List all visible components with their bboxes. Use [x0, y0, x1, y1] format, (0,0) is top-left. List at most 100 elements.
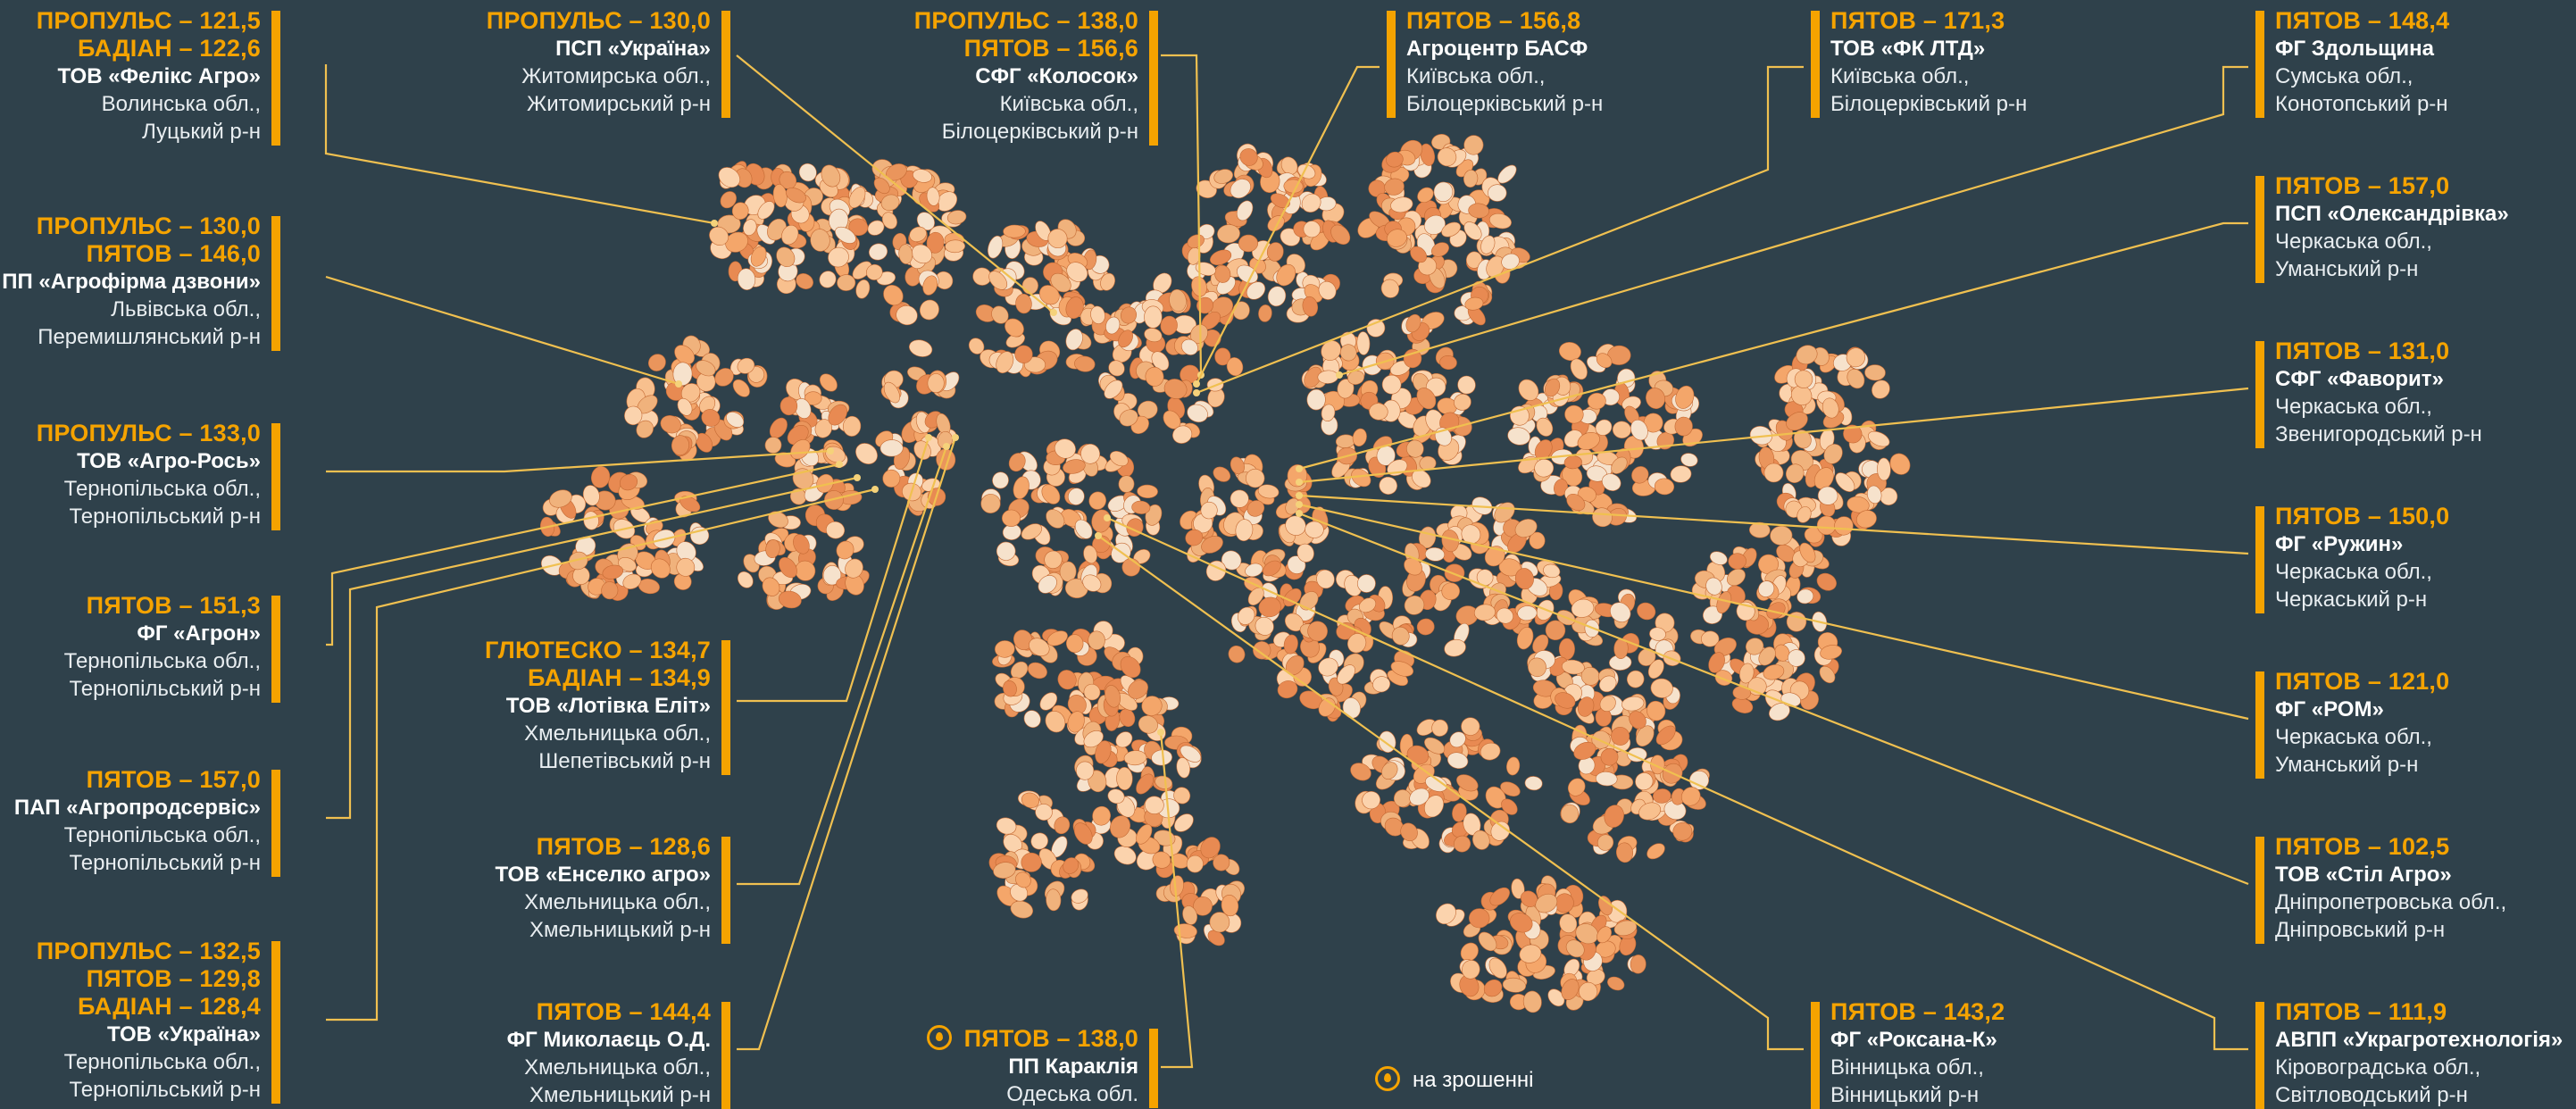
- yield-card: ПЯТОВ – 156,8 Агроцентр БАСФ Київська обл.…: [1387, 7, 1603, 118]
- corn-kernel: [804, 391, 822, 405]
- corn-kernel: [945, 239, 965, 254]
- corn-kernel: [769, 417, 788, 438]
- accent-bar: [721, 640, 730, 775]
- corn-kernel: [1864, 364, 1886, 381]
- yield-card: ПЯТОВ – 111,9 АВПП «Украгротехнологія» Кір…: [2255, 998, 2563, 1109]
- corn-kernels: [540, 134, 1911, 1013]
- yield-text: БАДІАН – 122,6: [78, 35, 261, 62]
- corn-kernel: [988, 235, 1004, 259]
- corn-kernel: [1626, 670, 1645, 688]
- corn-kernel: [737, 268, 756, 290]
- corn-kernel: [1423, 214, 1446, 235]
- corn-kernel: [1075, 761, 1095, 780]
- location-line: Тернопільський р-н: [69, 851, 261, 875]
- corn-kernel: [896, 305, 918, 326]
- corn-kernel: [1646, 843, 1665, 860]
- corn-kernel: [873, 177, 890, 195]
- corn-kernel: [883, 381, 900, 404]
- yield-card: ПРОПУЛЬС – 130,0 ПЯТОВ – 146,0 ПП «Агрофір…: [2, 213, 280, 351]
- location-dot: [871, 486, 879, 493]
- farm-name: Агроцентр БАСФ: [1406, 37, 1588, 61]
- corn-kernel: [1351, 468, 1371, 488]
- corn-kernel: [1464, 296, 1484, 311]
- location-line: Волинська обл.,: [101, 92, 261, 116]
- location-line: Білоцерківський р-н: [1830, 92, 2028, 116]
- corn-kernel: [1047, 229, 1068, 249]
- corn-kernel: [1558, 638, 1575, 661]
- yield-value: ПЯТОВ – 121,0: [2275, 668, 2449, 696]
- corn-kernel: [743, 219, 757, 236]
- corn-kernel: [1213, 466, 1231, 482]
- location-line: Київська обл.,: [1830, 64, 1970, 88]
- yield-value: ПЯТОВ – 129,8: [37, 965, 261, 993]
- location-dot: [1336, 371, 1343, 379]
- yield-value: ПЯТОВ – 157,0: [2275, 172, 2509, 200]
- farm-name: ТОВ «Агро-Рось»: [77, 449, 261, 473]
- farm-name: АВПП «Украгротехнологія»: [2275, 1028, 2563, 1052]
- corn-kernel: [1420, 143, 1436, 166]
- corn-kernel: [699, 396, 716, 414]
- yield-card: ПРОПУЛЬС – 121,5 БАДІАН – 122,6 ТОВ «Фелік…: [37, 7, 280, 146]
- corn-kernel: [790, 438, 811, 460]
- yield-text: ПЯТОВ – 128,6: [536, 833, 711, 860]
- corn-kernel: [1046, 509, 1065, 529]
- corn-kernel: [1002, 509, 1021, 527]
- accent-bar: [721, 11, 730, 118]
- corn-kernel: [1090, 305, 1105, 325]
- corn-kernel: [1318, 280, 1337, 300]
- farm-name: ТОВ «Україна»: [106, 1022, 261, 1046]
- yield-value: ПЯТОВ – 102,5: [2275, 833, 2506, 861]
- farm-name: ФГ «Роксана-К»: [1830, 1028, 1997, 1052]
- corn-kernel: [1137, 484, 1158, 499]
- corn-kernel: [1187, 404, 1208, 423]
- corn-kernel: [1321, 404, 1336, 422]
- corn-kernel: [848, 187, 866, 209]
- corn-kernel: [988, 271, 1008, 290]
- corn-kernel: [1441, 221, 1461, 238]
- farm-name: СФГ «Колосок»: [975, 64, 1138, 88]
- location-line: Хмельницька обл.,: [524, 1055, 711, 1080]
- yield-text: ПРОПУЛЬС – 130,0: [36, 213, 261, 239]
- corn-kernel: [821, 164, 841, 188]
- location-line: Черкаська обл.,: [2275, 560, 2432, 584]
- corn-kernel: [1160, 315, 1178, 336]
- corn-kernel: [1258, 304, 1272, 322]
- corn-kernel: [1014, 345, 1033, 363]
- location-line: Шепетівський р-н: [538, 749, 711, 773]
- yield-value: ПЯТОВ – 171,3: [1830, 7, 2027, 35]
- corn-kernel: [909, 339, 933, 357]
- location-line: Світловодський р-н: [2275, 1083, 2468, 1107]
- yield-card: ПЯТОВ – 148,4 ФГ Здольщина Сумська обл., Ко…: [2255, 7, 2449, 118]
- corn-kernel: [1027, 662, 1047, 680]
- corn-kernel: [1463, 135, 1484, 155]
- corn-kernel: [1670, 465, 1692, 483]
- yield-value: ПРОПУЛЬС – 132,5: [37, 938, 261, 965]
- corn-kernel: [1236, 200, 1254, 221]
- corn-kernel: [882, 469, 901, 488]
- corn-kernel: [1381, 374, 1402, 395]
- yield-card: ПЯТОВ – 171,3 ТОВ «ФК ЛТД» Київська обл., Б…: [1811, 7, 2028, 118]
- location-dot: [1296, 492, 1303, 499]
- corn-kernel: [785, 188, 806, 204]
- corn-kernel: [1302, 296, 1319, 317]
- corn-kernel: [1412, 469, 1431, 488]
- corn-kernel: [814, 419, 832, 438]
- yield-text: ПЯТОВ – 171,3: [1830, 7, 2005, 34]
- corn-kernel: [1816, 572, 1837, 591]
- corn-kernel: [880, 194, 900, 212]
- corn-kernel: [1607, 976, 1625, 991]
- yield-text: ПЯТОВ – 121,0: [2275, 668, 2450, 695]
- corn-kernel: [911, 244, 933, 264]
- corn-kernel: [1144, 305, 1163, 329]
- corn-kernel: [1145, 366, 1164, 387]
- yield-text: ПЯТОВ – 131,0: [2275, 338, 2450, 364]
- yield-card: ПРОПУЛЬС – 138,0 ПЯТОВ – 156,6 СФГ «Колосо…: [914, 7, 1158, 146]
- corn-kernel: [868, 243, 888, 261]
- corn-kernel: [725, 231, 748, 253]
- location-dot: [1157, 729, 1164, 736]
- yield-card: ПЯТОВ – 128,6 ТОВ «Енселко агро» Хмельниць…: [495, 833, 730, 944]
- corn-kernel: [1120, 306, 1138, 324]
- corn-kernel: [1163, 379, 1188, 399]
- corn-kernel: [1497, 164, 1517, 184]
